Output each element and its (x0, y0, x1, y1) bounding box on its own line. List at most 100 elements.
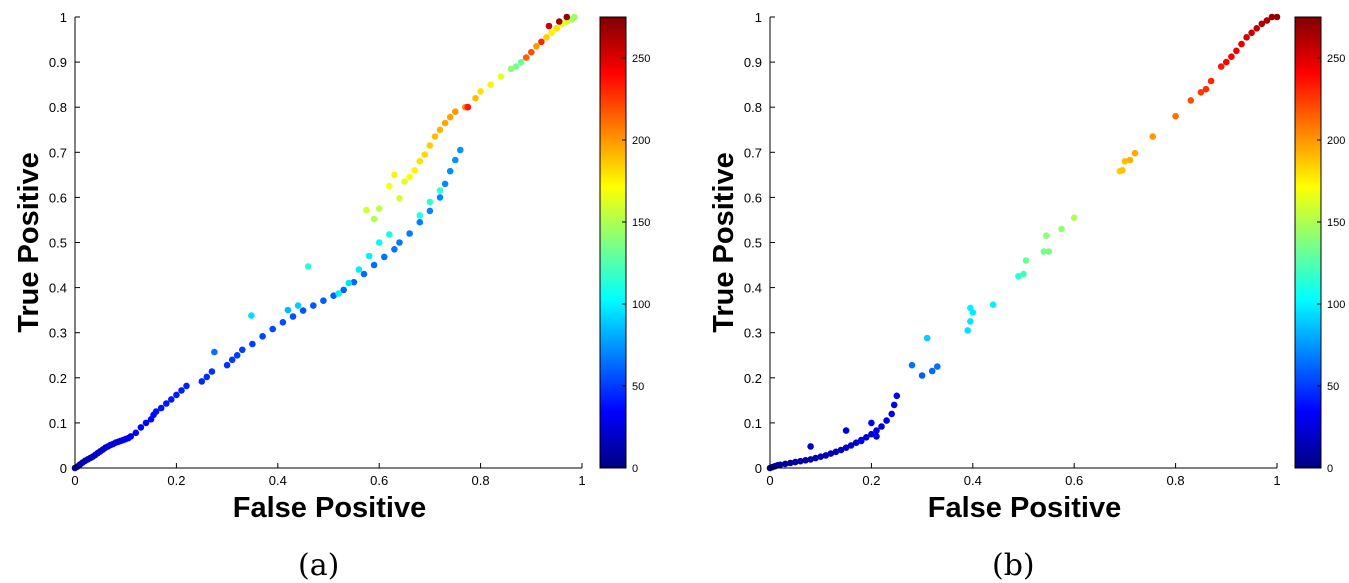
data-point (452, 108, 459, 115)
data-point (391, 171, 398, 179)
data-point (304, 263, 312, 270)
y-tick-label: 0.7 (49, 145, 67, 160)
data-point (538, 38, 545, 46)
data-point (517, 58, 525, 66)
data-point (248, 312, 255, 319)
data-point (340, 286, 348, 294)
data-point (873, 433, 880, 440)
y-tick-label: 1 (60, 10, 67, 25)
x-tick-label: 0.2 (167, 473, 185, 488)
data-point (233, 352, 241, 359)
data-point (249, 340, 256, 348)
x-tick-label: 0 (766, 473, 773, 488)
data-point (1131, 149, 1139, 157)
data-point (1248, 29, 1255, 37)
y-tick-label: 0 (60, 461, 67, 476)
data-point (431, 133, 439, 140)
data-point (168, 396, 175, 403)
data-point (1228, 53, 1235, 60)
data-point (386, 231, 393, 238)
y-tick-label: 0.8 (744, 100, 762, 115)
data-point (989, 301, 997, 309)
data-point (528, 48, 535, 56)
data-point (132, 429, 140, 437)
data-point (545, 22, 553, 30)
y-tick-label: 0.6 (744, 190, 762, 205)
data-point (406, 173, 413, 181)
chart-panel-b: 0 0.2 0.4 0.6 0.8 1 0 0.1 0.2 0.3 0.4 0.5 0.6 0.7 0.8 0… (695, 0, 1349, 583)
data-point (1058, 225, 1065, 233)
data-point (137, 424, 145, 431)
colorbar-tick-label: 50 (632, 381, 644, 393)
data-point (1238, 40, 1245, 48)
x-tick-label: 0.6 (370, 473, 388, 488)
data-point (967, 318, 974, 325)
data-point (868, 419, 875, 427)
colorbar-tick-label: 200 (632, 135, 650, 147)
data-point (457, 146, 464, 154)
colorbar-tick-label: 100 (1327, 299, 1345, 311)
data-point (426, 207, 434, 215)
data-point (888, 410, 895, 418)
y-tick-label: 0.1 (744, 416, 762, 431)
data-point (487, 81, 495, 88)
colorbar (1294, 16, 1322, 469)
data-point (299, 307, 307, 314)
colorbar-tick-label: 200 (1327, 135, 1345, 147)
data-point (928, 367, 936, 375)
data-point (269, 325, 277, 333)
scatter-plot-b: 0 0.2 0.4 0.6 0.8 1 0 0.1 0.2 0.3 0.4 0.5 0.6 0.7 0.8 0… (708, 10, 1345, 524)
y-tick-label: 0.2 (49, 371, 67, 386)
y-tick-label: 0.3 (49, 326, 67, 341)
data-point (797, 457, 804, 465)
data-point (807, 456, 814, 463)
data-point (345, 279, 353, 287)
data-point (1022, 257, 1030, 264)
data-point (464, 103, 472, 111)
data-point (908, 361, 916, 369)
data-point (802, 457, 809, 464)
data-point (127, 433, 135, 440)
data-point (842, 444, 850, 452)
data-point (441, 119, 449, 127)
data-point (320, 297, 327, 305)
data-point (890, 401, 898, 409)
data-point (878, 423, 885, 430)
data-point (370, 261, 378, 269)
y-tick-label: 0.6 (49, 190, 67, 205)
data-point (142, 419, 150, 427)
data-points (766, 13, 1281, 472)
data-point (507, 65, 515, 73)
y-tick-label: 1 (755, 10, 762, 25)
y-tick-label: 0.3 (744, 326, 762, 341)
data-point (284, 306, 292, 314)
data-point (1126, 156, 1134, 164)
colorbar-tick-label: 0 (1327, 463, 1333, 475)
data-point (416, 218, 424, 226)
data-point (1119, 167, 1126, 174)
data-point (543, 34, 550, 41)
data-point (832, 448, 840, 456)
data-point (446, 113, 454, 121)
colorbar-tick-label: 0 (632, 463, 638, 475)
y-tick-label: 0.2 (744, 371, 762, 386)
data-point (396, 239, 403, 246)
x-tick-label: 1 (578, 473, 585, 488)
scatter-plot-a: 0 0.2 0.4 0.6 0.8 1 0 0.1 0.2 0.3 0.4 0.5 0.6 0.7 0.8 0… (13, 10, 650, 524)
data-point (1258, 20, 1266, 28)
data-point (563, 13, 571, 21)
data-point (350, 278, 358, 286)
y-tick-label: 0.5 (49, 236, 67, 251)
x-tick-label: 0.8 (1167, 473, 1185, 488)
colorbar-tick-label: 150 (1327, 217, 1345, 229)
data-point (421, 151, 429, 158)
data-point (375, 205, 383, 212)
data-point (918, 372, 926, 379)
data-point (239, 346, 246, 354)
data-point (837, 446, 845, 454)
data-point (964, 327, 971, 334)
data-point (203, 373, 211, 381)
data-point (883, 417, 890, 424)
data-point (969, 309, 977, 316)
data-point (452, 156, 459, 164)
